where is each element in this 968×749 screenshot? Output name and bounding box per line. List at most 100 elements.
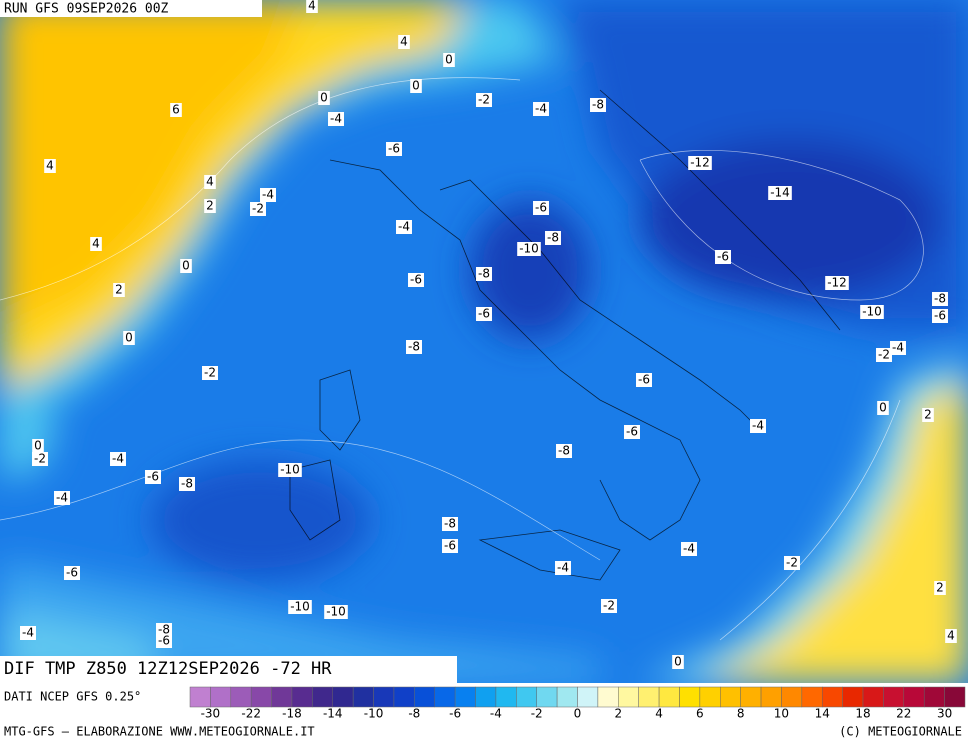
contour-label: -4	[398, 220, 410, 234]
legend-swatch	[821, 686, 843, 708]
contour-label: -8	[408, 340, 420, 354]
legend-label: -4	[490, 707, 502, 721]
contour-label-box	[202, 366, 218, 380]
contour-label: -8	[158, 623, 170, 637]
legend-label: 0	[574, 707, 582, 721]
contour-label: 0	[879, 401, 887, 415]
contour-label-box	[386, 142, 402, 156]
contour-label: 0	[320, 91, 328, 105]
contour-label-box	[250, 202, 266, 216]
legend-swatch	[393, 686, 415, 708]
contour-label-box	[20, 626, 36, 640]
contour-label-box	[113, 283, 125, 297]
contour-label-box	[476, 307, 492, 321]
legend-swatch	[597, 686, 619, 708]
legend-swatch	[679, 686, 701, 708]
legend-swatch	[516, 686, 537, 708]
contour-label: -8	[478, 267, 490, 281]
legend-label: 30	[937, 707, 952, 721]
legend-label: -14	[323, 707, 343, 721]
legend-swatch	[842, 686, 864, 708]
legend-label: 4	[655, 707, 663, 721]
legend-swatch	[189, 686, 211, 708]
credits-area	[0, 718, 968, 745]
contour-label: -12	[690, 156, 710, 170]
legend-label: -6	[449, 707, 461, 721]
legend-swatch	[454, 686, 476, 708]
contour-label: -10	[280, 463, 300, 477]
legend-swatch	[720, 686, 741, 708]
contour-label-box	[406, 340, 422, 354]
contour-label-box	[932, 309, 948, 323]
contour-label: 2	[206, 199, 214, 213]
contour-label: -6	[147, 470, 159, 484]
legend-label: -30	[201, 707, 221, 721]
contour-label: -2	[34, 452, 46, 466]
contour-label: -6	[388, 142, 400, 156]
contour-label: -4	[892, 341, 904, 355]
contour-label: -4	[752, 419, 764, 433]
contour-label-box	[179, 477, 195, 491]
legend-swatch	[618, 686, 639, 708]
legend-swatch	[760, 686, 782, 708]
contour-label-box	[934, 581, 946, 595]
contour-label-box	[32, 452, 48, 466]
contour-label-box	[288, 600, 312, 614]
legend-swatch	[373, 686, 395, 708]
legend-label: 2	[614, 707, 622, 721]
contour-label-box	[410, 79, 422, 93]
contour-label-box	[590, 98, 606, 112]
legend-label: 10	[774, 707, 789, 721]
contour-label-box	[123, 331, 135, 345]
contour-label: -8	[547, 231, 559, 245]
credit-right: (C) METEOGIORNALE	[839, 725, 962, 739]
contour-label: -4	[535, 102, 547, 116]
legend-swatch	[210, 686, 232, 708]
contour-label: 4	[400, 35, 408, 49]
legend-swatch	[495, 686, 517, 708]
contour-label-box	[278, 463, 302, 477]
footer-box	[0, 656, 457, 683]
contour-label-box	[54, 491, 70, 505]
contour-label-box	[90, 237, 102, 251]
legend-label: 8	[737, 707, 745, 721]
contour-label-box	[110, 452, 126, 466]
contour-label: -6	[934, 309, 946, 323]
contour-label-box	[715, 250, 731, 264]
contour-label: 2	[924, 408, 932, 422]
legend-swatch	[781, 686, 803, 708]
legend-swatch	[740, 686, 762, 708]
credit-left: MTG-GFS — ELABORAZIONE WWW.METEOGIORNALE…	[4, 725, 315, 739]
contour-label: -14	[770, 186, 790, 200]
legend-swatch	[699, 686, 721, 708]
contour-label-box	[64, 566, 80, 580]
contour-label-box	[876, 348, 892, 362]
contour-label-box	[306, 0, 318, 13]
contour-label: -6	[535, 201, 547, 215]
contour-label: -10	[290, 600, 310, 614]
contour-label-box	[750, 419, 766, 433]
contour-label: 0	[182, 259, 190, 273]
legend-label: 6	[696, 707, 704, 721]
contour-label-box	[44, 159, 56, 173]
contour-label: 0	[125, 331, 133, 345]
contour-label-box	[533, 201, 549, 215]
legend-swatch	[332, 686, 354, 708]
legend-swatch	[862, 686, 884, 708]
legend-swatch	[291, 686, 313, 708]
contour-label-box	[32, 439, 44, 453]
contour-label-box	[517, 242, 541, 256]
contour-label: 2	[115, 283, 123, 297]
legend-swatch	[352, 686, 374, 708]
contour-label: -4	[56, 491, 68, 505]
contour-label-box	[825, 276, 849, 290]
contour-label-box	[636, 373, 652, 387]
contour-label: -8	[444, 517, 456, 531]
contour-label-box	[476, 267, 492, 281]
contour-label-box	[328, 112, 344, 126]
contour-label: -10	[519, 242, 539, 256]
contour-label: -4	[557, 561, 569, 575]
contour-label-box	[204, 175, 216, 189]
contour-label: 6	[172, 103, 180, 117]
